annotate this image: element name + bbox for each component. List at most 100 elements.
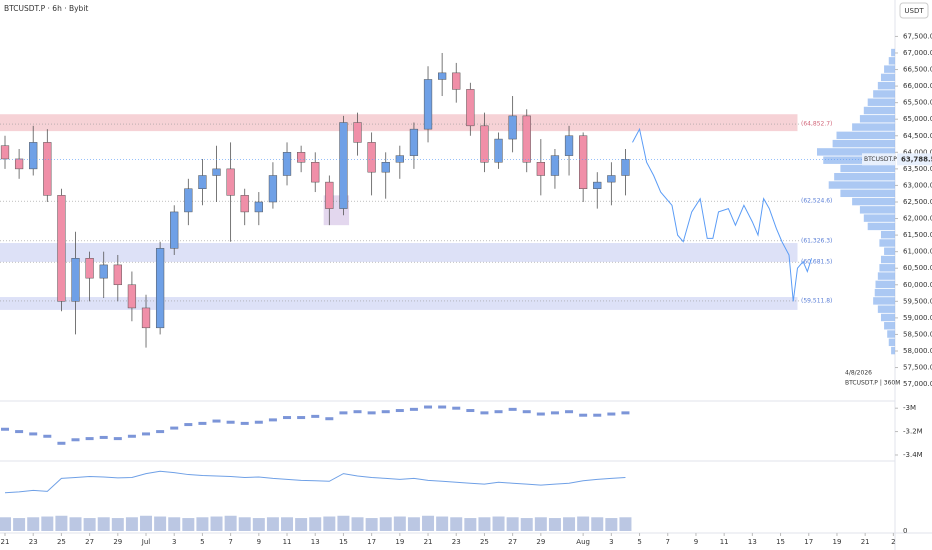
- volume-bar: [0, 517, 12, 531]
- candle-body: [113, 264, 122, 286]
- volume-profile-bar: [884, 322, 895, 330]
- x-tick-label: 9: [694, 538, 698, 546]
- volume-bar: [266, 517, 279, 531]
- y-tick-label: 59,500.0: [903, 297, 932, 305]
- x-tick-label: 21: [861, 538, 870, 546]
- volume-profile-bar: [891, 48, 895, 57]
- y-tick-label: 65,500.0: [903, 99, 932, 107]
- x-tick-label: Jul: [141, 538, 151, 546]
- indicator-bar: [1, 427, 10, 431]
- volume-profile-bar: [879, 264, 895, 272]
- candle-body: [14, 158, 24, 170]
- volume-profile-bar: [877, 81, 895, 90]
- indicator-bar: [339, 411, 348, 415]
- volume-bar: [252, 518, 265, 531]
- volume-profile-bar: [891, 346, 895, 355]
- x-tick-label: 21: [424, 538, 433, 546]
- volume-bar: [548, 518, 561, 531]
- symbol-tag-label: BTCUSDT.P: [864, 156, 897, 163]
- x-tick-label: 25: [480, 538, 489, 546]
- volume-bar: [97, 517, 110, 531]
- volume-profile-bar: [840, 164, 895, 173]
- candle-body: [564, 135, 574, 156]
- volume-bar: [379, 517, 392, 531]
- volume-bar: [154, 516, 167, 531]
- x-tick-label: 5: [637, 538, 641, 546]
- candle-body: [198, 175, 207, 189]
- candle-body: [423, 79, 433, 130]
- indicator-bar: [15, 430, 24, 434]
- candle-body: [212, 168, 221, 176]
- x-tick-label: 2: [891, 538, 895, 546]
- y-tick-label: 63,500.0: [903, 165, 932, 173]
- volume-profile-bar: [884, 65, 895, 73]
- volume-profile-bar: [867, 222, 895, 231]
- volume-bar: [27, 517, 40, 531]
- volume-bar: [506, 517, 519, 531]
- candle-body: [438, 72, 447, 80]
- indicator-bar: [184, 423, 193, 427]
- y-tick-label: 60,000.0: [903, 281, 932, 289]
- y-tick-label: 61,000.0: [903, 248, 932, 256]
- volume-profile-bar: [874, 288, 895, 297]
- indicator-bar: [254, 420, 263, 424]
- indicator-bar: [381, 410, 390, 414]
- x-tick-label: 19: [832, 538, 841, 546]
- volume-bar: [182, 518, 195, 531]
- volume-bar: [295, 518, 308, 531]
- indicator-bar: [367, 411, 376, 415]
- info-label: BTCUSDT.P | 360M: [845, 380, 900, 387]
- volume-bar: [111, 518, 124, 531]
- volume-profile-bar: [817, 148, 895, 156]
- y-tick-label: 63,000.0: [903, 181, 932, 189]
- volume-bar: [422, 515, 435, 531]
- indicator-bar: [99, 435, 108, 439]
- volume-profile-bar: [873, 297, 895, 305]
- zone: [0, 243, 798, 262]
- indicator-bar: [198, 421, 207, 425]
- x-tick-label: 17: [367, 538, 376, 546]
- volume-bar: [55, 515, 68, 531]
- volume-profile-bar: [887, 330, 895, 338]
- indicator-bar: [226, 420, 235, 424]
- candle-body: [0, 145, 10, 160]
- volume-profile-bar: [879, 239, 895, 247]
- indicator-bar: [536, 412, 545, 416]
- volume-bar: [563, 517, 576, 531]
- x-tick-label: 17: [804, 538, 813, 546]
- x-tick-label: 29: [113, 538, 122, 546]
- y-tick-label: 66,000.0: [903, 82, 932, 90]
- candle-body: [29, 142, 38, 170]
- currency-button[interactable]: [899, 2, 929, 19]
- volume-profile-bar: [880, 73, 895, 82]
- candle-body: [480, 125, 489, 163]
- x-tick-label: 7: [228, 538, 232, 546]
- candle-body: [170, 211, 179, 249]
- indicator-bar: [452, 406, 461, 410]
- indicator-bar: [113, 437, 122, 441]
- x-tick-label: 29: [536, 538, 545, 546]
- last-price-tag: [897, 153, 932, 166]
- volume-profile-bar: [852, 197, 895, 206]
- indicator-bar: [283, 416, 292, 420]
- candle-body: [409, 128, 419, 156]
- volume-bar: [281, 517, 294, 531]
- y-tick-label: -3.4M: [903, 451, 923, 459]
- volume-profile-bar: [836, 131, 895, 140]
- volume-bar: [351, 517, 364, 531]
- volume-bar: [464, 518, 477, 531]
- x-tick-label: 13: [748, 538, 757, 546]
- indicator-bar: [85, 437, 94, 441]
- volume-bar: [13, 518, 26, 531]
- volume-profile-bar: [840, 189, 895, 198]
- volume-bar: [238, 517, 251, 531]
- y-tick-label: 67,500.0: [903, 32, 932, 40]
- volume-bar: [436, 516, 449, 531]
- volume-profile-bar: [880, 255, 895, 264]
- indicator-bar: [325, 417, 334, 421]
- y-tick-label: 57,000.0: [903, 380, 932, 388]
- indicator-bar: [565, 410, 574, 414]
- x-tick-label: 11: [283, 538, 292, 546]
- currency-label[interactable]: USDT: [904, 7, 924, 15]
- candle-body: [311, 162, 320, 183]
